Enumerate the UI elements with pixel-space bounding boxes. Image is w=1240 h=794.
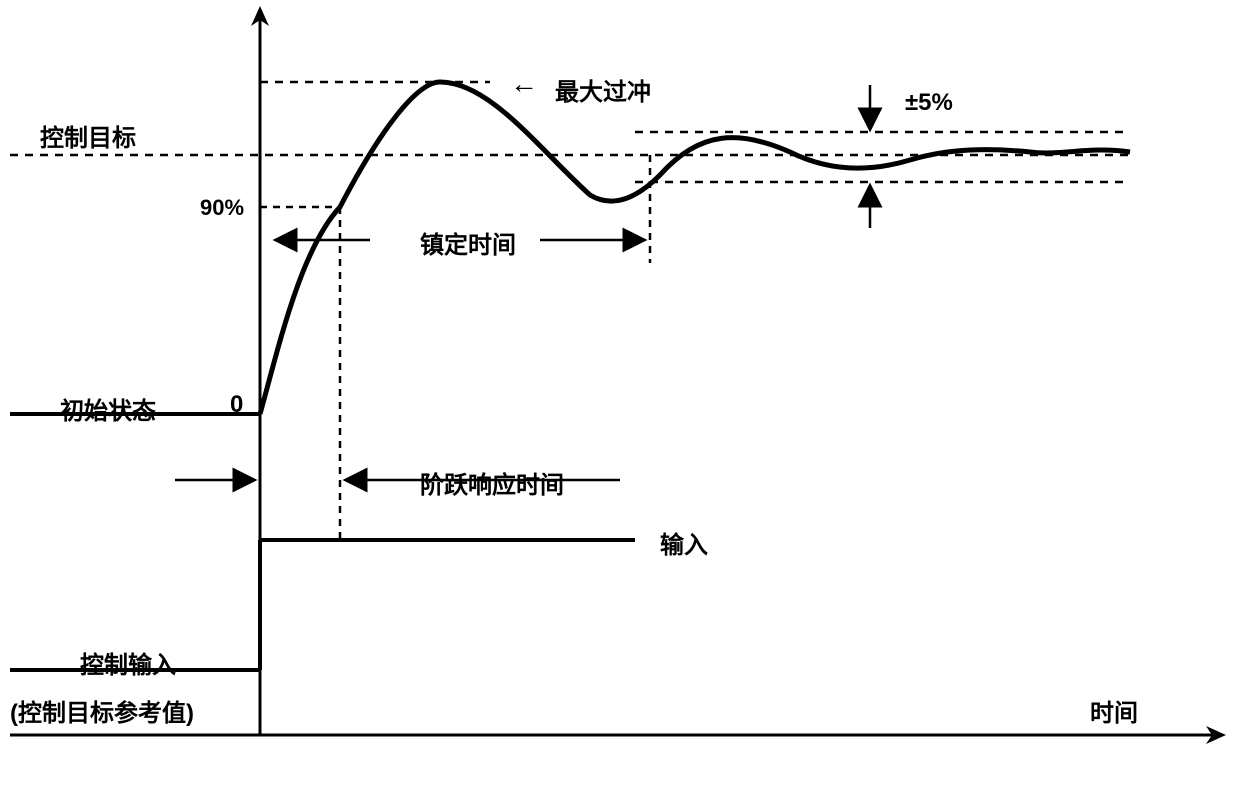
label-max-overshoot-arrow: ← [510, 68, 538, 100]
label-ninety-pct: 90% [200, 195, 244, 221]
label-settling-time: 镇定时间 [420, 225, 516, 260]
label-control-input: 控制输入 [80, 645, 176, 680]
label-initial-state: 初始状态 [60, 391, 156, 426]
label-time: 时间 [1090, 693, 1138, 728]
label-zero: 0 [230, 391, 243, 419]
label-max-overshoot: 最大过冲 [555, 72, 651, 107]
step-response-diagram [0, 0, 1240, 794]
label-control-target: 控制目标 [40, 118, 136, 153]
label-control-target-ref: (控制目标参考值) [10, 693, 194, 728]
label-step-response-time: 阶跃响应时间 [420, 465, 564, 500]
label-tolerance: ±5% [905, 89, 953, 117]
label-input: 输入 [660, 525, 708, 560]
